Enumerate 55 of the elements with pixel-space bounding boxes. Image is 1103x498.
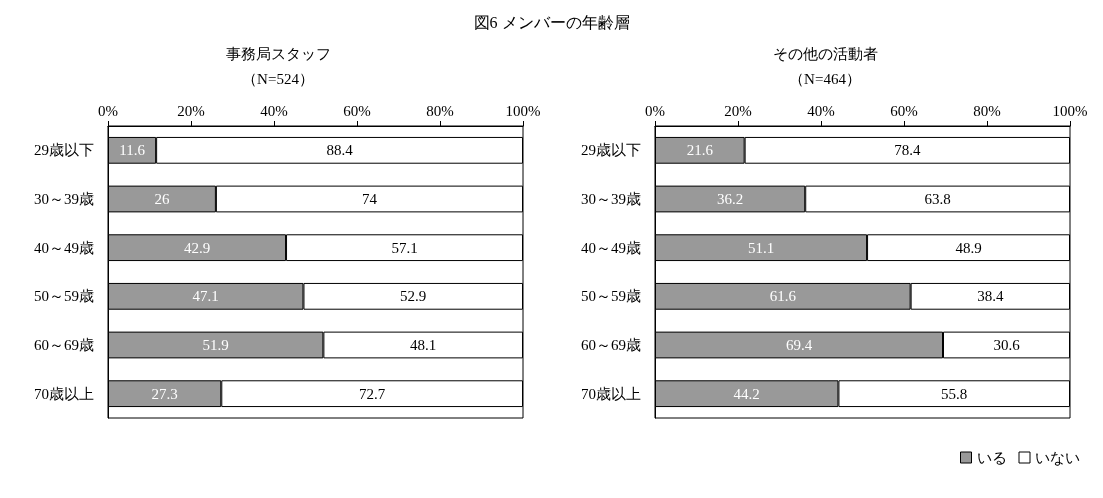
legend-label: いる — [976, 449, 1007, 466]
y-tick-label: 50～59歳 — [34, 288, 94, 305]
x-tick-label: 0% — [645, 102, 665, 119]
x-tick-label: 100% — [505, 102, 541, 119]
data-label: 36.2 — [716, 191, 744, 207]
data-label: 55.8 — [941, 385, 968, 402]
data-label: 88.4 — [326, 142, 354, 159]
x-tick-label: 40% — [260, 102, 288, 119]
x-tick-label: 100% — [1052, 102, 1088, 119]
legend-label: いない — [1035, 449, 1080, 466]
data-label: 38.4 — [977, 288, 1004, 305]
data-label: 74 — [361, 191, 378, 207]
chart-subtitle: 事務局スタッフ — [225, 46, 331, 62]
x-tick-label: 20% — [177, 102, 205, 119]
data-label: 11.6 — [119, 142, 146, 159]
data-label: 47.1 — [192, 288, 219, 305]
data-label: 78.4 — [894, 142, 921, 159]
y-tick-label: 50～59歳 — [581, 288, 641, 305]
data-label: 72.7 — [359, 385, 386, 402]
y-tick-label: 40～49歳 — [34, 239, 94, 256]
y-tick-label: 29歳以下 — [34, 142, 94, 159]
chart-title: 図6 メンバーの年齢層 — [472, 13, 631, 33]
data-label: 21.6 — [686, 142, 714, 159]
text: （N=524） — [242, 70, 314, 87]
data-label: 44.2 — [733, 385, 760, 402]
data-label: 27.3 — [151, 385, 178, 402]
data-label: 69.4 — [785, 337, 813, 353]
data-label: 48.1 — [410, 337, 437, 353]
x-tick-label: 40% — [807, 102, 835, 119]
y-tick-label: 60～69歳 — [581, 337, 641, 353]
data-label: 57.1 — [391, 239, 418, 256]
text: （N=464） — [789, 70, 861, 87]
y-tick-label: 60～69歳 — [34, 337, 94, 353]
x-tick-label: 0% — [98, 102, 118, 119]
data-label: 51.9 — [202, 337, 229, 353]
data-label: 42.9 — [183, 239, 211, 256]
data-label: 51.1 — [747, 239, 775, 256]
x-tick-label: 60% — [890, 102, 918, 119]
x-tick-label: 60% — [343, 102, 371, 119]
y-tick-label: 30～39歳 — [34, 191, 94, 207]
y-tick-label: 30～39歳 — [581, 191, 641, 207]
data-label: 52.9 — [400, 288, 427, 305]
data-label: 48.9 — [955, 239, 982, 256]
data-label: 63.8 — [924, 191, 951, 207]
y-tick-label: 70歳以上 — [581, 385, 641, 402]
y-tick-label: 29歳以下 — [581, 142, 641, 159]
y-tick-label: 40～49歳 — [581, 239, 641, 256]
data-label: 30.6 — [993, 337, 1021, 353]
chart-subtitle: その他の活動者 — [772, 46, 878, 62]
x-tick-label: 20% — [724, 102, 752, 119]
data-label: 26 — [154, 191, 170, 207]
y-tick-label: 70歳以上 — [34, 385, 94, 402]
x-tick-label: 80% — [426, 102, 454, 119]
data-label: 61.6 — [769, 288, 797, 305]
x-tick-label: 80% — [973, 102, 1001, 119]
